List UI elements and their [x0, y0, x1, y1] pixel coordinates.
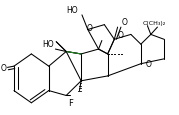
Text: HO: HO	[66, 6, 78, 14]
Text: O: O	[0, 63, 6, 72]
Text: F: F	[68, 98, 73, 107]
Text: C(CH₃)₂: C(CH₃)₂	[142, 20, 166, 25]
Text: HO: HO	[42, 39, 54, 48]
Text: O: O	[122, 18, 128, 27]
Text: O: O	[86, 23, 92, 32]
Text: O: O	[117, 31, 123, 40]
Text: O: O	[146, 60, 152, 69]
